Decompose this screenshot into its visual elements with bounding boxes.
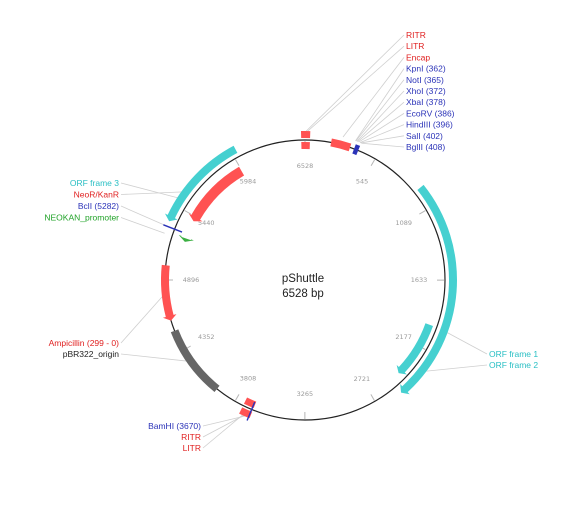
feature-orf-frame-1	[400, 184, 457, 395]
label-xhoi-372: XhoI (372)	[406, 86, 446, 96]
label-pbr322-origin: pBR322_origin	[63, 349, 120, 359]
tick-label: 6528	[297, 162, 314, 170]
tick-label: 3808	[240, 375, 257, 383]
label-litr: LITR	[183, 443, 201, 453]
label-ecorv-386: EcoRV (386)	[406, 108, 455, 118]
leader-line	[306, 45, 405, 133]
label-xbai-378: XbaI (378)	[406, 97, 446, 107]
tick-mark	[419, 210, 426, 215]
label-bcli-5282: BclI (5282)	[78, 201, 119, 211]
tick-mark	[370, 159, 376, 166]
label-hindiii-396: HindIII (396)	[406, 120, 453, 130]
tick-label: 5440	[198, 219, 215, 227]
tick-mark	[235, 159, 240, 166]
leader-line	[361, 142, 405, 148]
leader-line	[360, 135, 405, 144]
leader-line	[358, 113, 405, 143]
leader-line	[120, 182, 182, 200]
label-ritr: RITR	[181, 432, 201, 442]
feature-litr-top	[301, 142, 310, 150]
tick-mark	[370, 394, 375, 401]
tick-label: 5984	[240, 177, 257, 185]
label-orf-frame-2: ORF frame 2	[489, 360, 538, 370]
feature-ampicillin-299-0	[161, 264, 177, 321]
tick-mark	[184, 210, 191, 215]
cut-site-bamhi	[246, 401, 256, 421]
leader-line	[120, 205, 168, 227]
tick-label: 545	[356, 177, 368, 185]
cut-site-mcs	[352, 144, 361, 156]
label-neor-kanr: NeoR/KanR	[74, 190, 119, 200]
tick-label: 2721	[354, 375, 371, 383]
position-ticks: 6528 545 1089 1633 2177 2721 3265 3808 4352 4896 5…	[166, 141, 445, 420]
leader-line	[120, 191, 187, 195]
leader-line	[120, 292, 166, 344]
feature-ritr-top	[300, 130, 311, 139]
tick-label: 3265	[297, 390, 314, 398]
leader-line	[120, 353, 192, 362]
feature-orf-frame-2	[396, 323, 434, 375]
tick-label: 2177	[395, 333, 412, 341]
tick-label: 4352	[198, 333, 215, 341]
leader-line	[447, 332, 488, 355]
leader-line	[426, 364, 488, 372]
leader-line	[202, 412, 246, 449]
feature-pbr322-origin	[170, 329, 220, 393]
label-bglii-408: BglII (408)	[406, 142, 445, 152]
label-orf-frame-1: ORF frame 1	[489, 349, 538, 359]
plasmid-name: pShuttle	[282, 273, 324, 285]
features	[161, 130, 457, 419]
leader-line	[356, 90, 405, 142]
tick-label: 4896	[183, 276, 200, 284]
label-neokan-promoter: NEOKAN_promoter	[44, 213, 119, 223]
label-encap: Encap	[406, 52, 430, 62]
label-ritr: RITR	[406, 30, 426, 40]
cut-site-bcli	[163, 224, 183, 233]
label-kpni-362: KpnI (362)	[406, 64, 446, 74]
tick-mark	[235, 394, 240, 401]
label-bamhi-3670: BamHI (3670)	[148, 421, 201, 431]
leader-line	[355, 68, 405, 142]
label-sali-402: SalI (402)	[406, 131, 443, 141]
feature-encap	[330, 138, 352, 152]
feature-orf-frame-3	[164, 145, 238, 222]
label-noti-365: NotI (365)	[406, 75, 444, 85]
leader-line	[120, 217, 165, 234]
leader-line	[357, 101, 405, 142]
leader-line	[355, 79, 405, 142]
leader-line	[359, 124, 405, 143]
feature-neokan-promoter	[178, 235, 194, 242]
plasmid-length: 6528 bp	[282, 288, 324, 300]
leader-line	[305, 34, 405, 133]
label-ampicillin-299-0: Ampicillin (299 - 0)	[49, 338, 120, 348]
feature-neor-kanr	[188, 166, 245, 222]
label-orf-frame-3: ORF frame 3	[70, 178, 119, 188]
tick-label: 1089	[396, 219, 413, 227]
tick-label: 1633	[411, 276, 428, 284]
leader-line	[342, 57, 405, 138]
label-leader-lines	[120, 34, 488, 449]
label-litr: LITR	[406, 41, 424, 51]
cut-sites	[163, 144, 361, 421]
